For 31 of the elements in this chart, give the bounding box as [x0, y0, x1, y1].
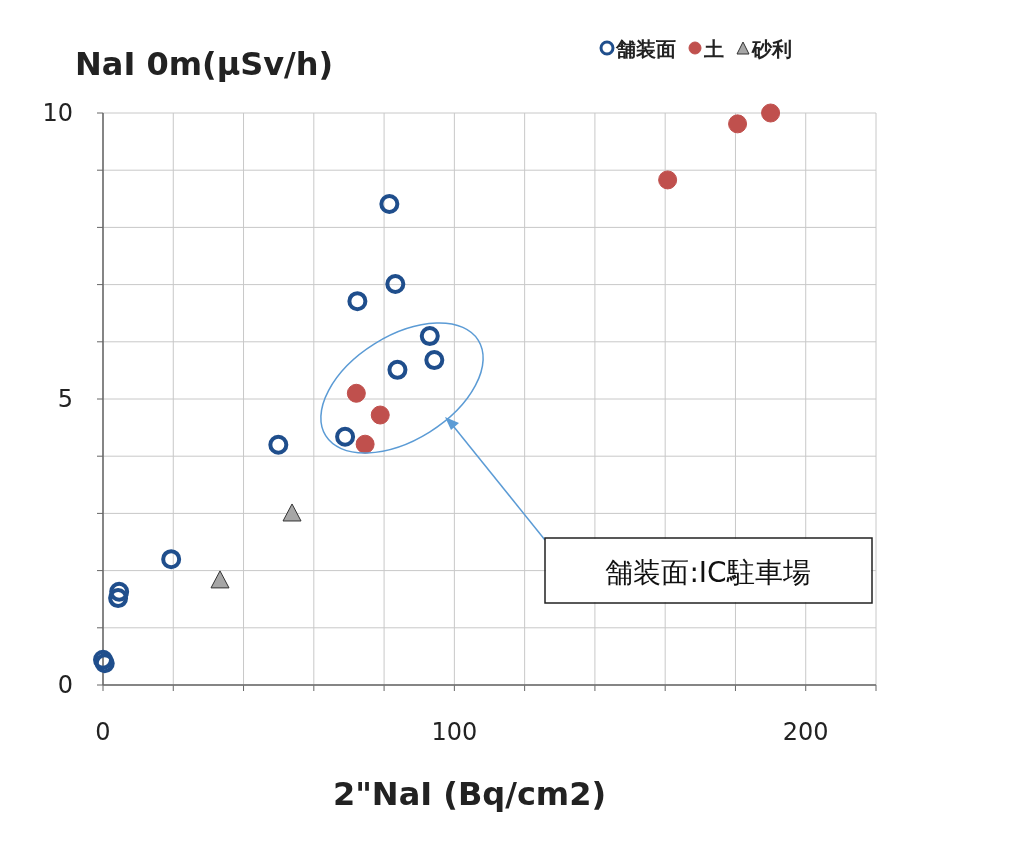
- point: [108, 588, 129, 609]
- point: [387, 359, 408, 380]
- y-tick-label: 10: [42, 99, 73, 127]
- y-tick-label: 0: [57, 671, 73, 699]
- point: [424, 350, 445, 371]
- legend-label: 舗装面: [615, 37, 676, 61]
- point: [109, 581, 130, 602]
- y-axis-title: NaI 0m(μSv/h): [75, 45, 334, 83]
- point: [370, 405, 390, 425]
- x-axis-title: 2"NaI (Bq/cm2): [332, 775, 607, 813]
- point: [761, 103, 781, 123]
- point: [419, 326, 440, 347]
- point: [282, 503, 302, 522]
- point: [161, 549, 182, 570]
- point: [658, 170, 678, 190]
- x-tick-label: 100: [431, 718, 478, 746]
- legend-label: 土: [703, 37, 724, 61]
- annotation: 舗装面:IC駐車場: [605, 556, 811, 589]
- x-tick-label: 200: [782, 718, 829, 746]
- point: [210, 570, 230, 589]
- point: [347, 291, 368, 312]
- point: [728, 114, 748, 134]
- point: [346, 383, 366, 403]
- x-tick-label: 0: [95, 718, 111, 746]
- legend-label: 砂利: [751, 37, 792, 61]
- point: [268, 434, 289, 455]
- point: [385, 274, 406, 295]
- y-tick-label: 5: [57, 385, 73, 413]
- point: [355, 434, 375, 454]
- point: [379, 193, 400, 214]
- point: [335, 426, 356, 447]
